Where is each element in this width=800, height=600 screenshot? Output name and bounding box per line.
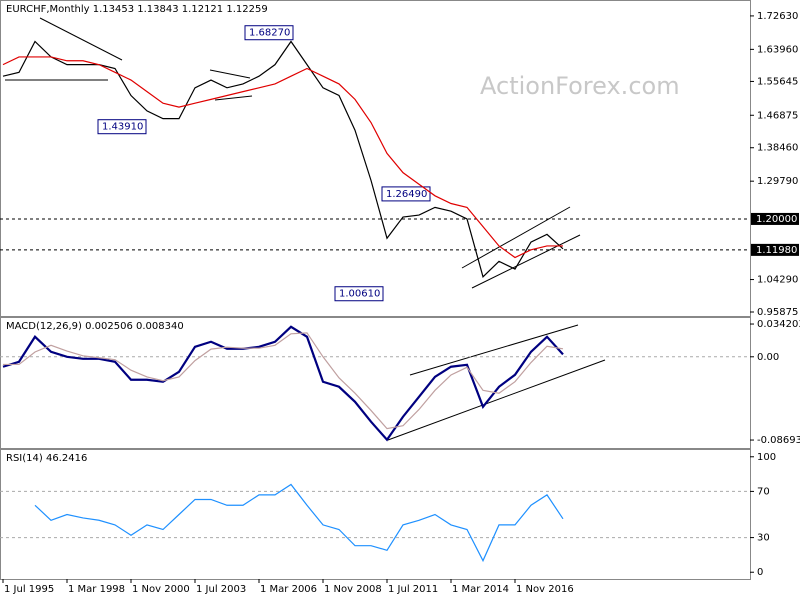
annotation-box (381, 186, 431, 202)
x-tick-label: 1 Jul 1995 (4, 584, 54, 595)
x-tick-label: 1 Jul 2003 (196, 584, 246, 595)
panel-frame (0, 317, 751, 449)
annotation-box (334, 286, 384, 302)
level-label-box (751, 243, 799, 256)
panel-title: RSI(14) 46.2416 (6, 453, 87, 464)
x-tick-label: 1 Nov 2008 (324, 584, 382, 595)
trendline (209, 69, 251, 79)
y-tick-label: 0.034203 (757, 319, 800, 330)
annotation: 1.26490 (386, 189, 427, 200)
y-tick-label: 1.55645 (757, 76, 798, 87)
series-line (2, 56, 563, 259)
y-tick-label: 1.04290 (757, 275, 798, 286)
series-line (2, 40, 564, 278)
x-tick-label: 1 Jul 2011 (388, 584, 438, 595)
annotation-box (97, 119, 147, 135)
y-tick-label: 100 (757, 452, 776, 463)
y-tick-label: 1.38460 (757, 143, 798, 154)
y-tick-label: 1.72630 (757, 11, 798, 22)
annotation-box (244, 25, 294, 41)
y-tick-label: 0.00 (757, 352, 779, 363)
trendline (471, 234, 581, 289)
level-label: 1.20000 (756, 214, 797, 225)
x-tick-label: 1 Mar 2006 (260, 584, 317, 595)
panel-title: EURCHF,Monthly 1.13453 1.13843 1.12121 1… (6, 4, 268, 15)
panel-frame (0, 0, 751, 317)
trendline (39, 17, 123, 61)
trendline (461, 206, 571, 269)
panel-title: MACD(12,26,9) 0.002506 0.008340 (6, 321, 184, 332)
x-tick-label: 1 Nov 2000 (132, 584, 190, 595)
x-tick-label: 1 Mar 2014 (452, 584, 509, 595)
annotation: 1.68270 (249, 28, 290, 39)
y-tick-label: 1.46875 (757, 110, 798, 121)
watermark: ActionForex.com (480, 72, 680, 100)
y-tick-label: -0.086933 (757, 435, 800, 446)
trendline (214, 95, 253, 101)
y-tick-label: 30 (757, 533, 770, 544)
trendline (387, 359, 606, 441)
series-line (3, 332, 564, 430)
y-tick-label: 0.95875 (757, 307, 798, 318)
y-tick-label: 0 (757, 567, 763, 578)
y-tick-label: 1.29790 (757, 176, 798, 187)
panel-frame (0, 449, 751, 580)
y-tick-label: 70 (757, 486, 770, 497)
level-label-box (751, 212, 799, 225)
series-line (34, 483, 564, 563)
trendlines (5, 17, 606, 441)
y-tick-label: 1.63960 (757, 44, 798, 55)
x-tick-label: 1 Mar 1998 (68, 584, 125, 595)
level-label: 1.11980 (756, 245, 797, 256)
x-tick-label: 1 Nov 2016 (516, 584, 574, 595)
trendline (409, 324, 579, 376)
annotation: 1.43910 (102, 122, 143, 133)
annotation: 1.00610 (339, 289, 380, 300)
